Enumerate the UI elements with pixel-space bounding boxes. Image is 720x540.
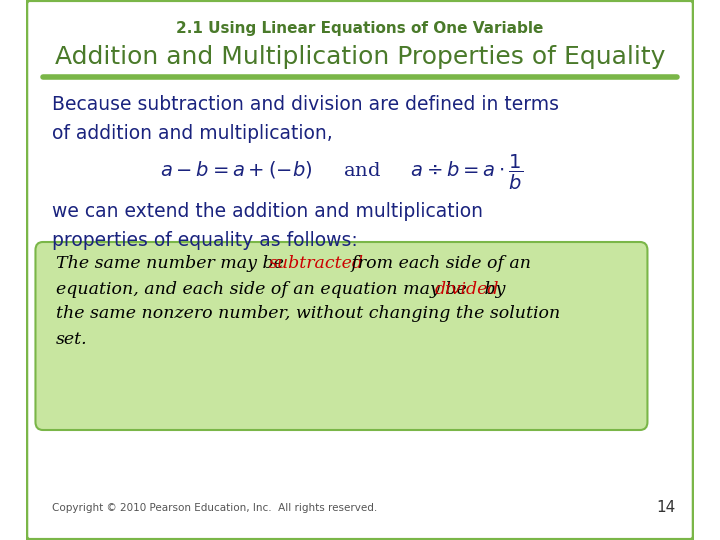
- Text: subtracted: subtracted: [269, 255, 364, 273]
- Text: we can extend the addition and multiplication
properties of equality as follows:: we can extend the addition and multiplic…: [52, 202, 483, 249]
- Text: Copyright © 2010 Pearson Education, Inc.  All rights reserved.: Copyright © 2010 Pearson Education, Inc.…: [52, 503, 377, 513]
- Text: $a - b = a + (-b)$     and     $a \div b = a \cdot \dfrac{1}{b}$: $a - b = a + (-b)$ and $a \div b = a \cd…: [160, 152, 523, 192]
- Text: by: by: [479, 280, 505, 298]
- Text: the same nonzero number, without changing the solution: the same nonzero number, without changin…: [56, 306, 560, 322]
- Text: 14: 14: [656, 501, 675, 516]
- FancyBboxPatch shape: [35, 242, 647, 430]
- Text: Because subtraction and division are defined in terms
of addition and multiplica: Because subtraction and division are def…: [52, 95, 559, 143]
- Text: set.: set.: [56, 332, 88, 348]
- Text: from each side of an: from each side of an: [346, 255, 531, 273]
- Text: Addition and Multiplication Properties of Equality: Addition and Multiplication Properties o…: [55, 45, 665, 69]
- Text: equation, and each side of an equation may be: equation, and each side of an equation m…: [56, 280, 472, 298]
- Text: 2.1 Using Linear Equations of One Variable: 2.1 Using Linear Equations of One Variab…: [176, 21, 544, 36]
- Text: divided: divided: [434, 280, 499, 298]
- FancyBboxPatch shape: [26, 0, 694, 540]
- Text: The same number may be: The same number may be: [56, 255, 289, 273]
